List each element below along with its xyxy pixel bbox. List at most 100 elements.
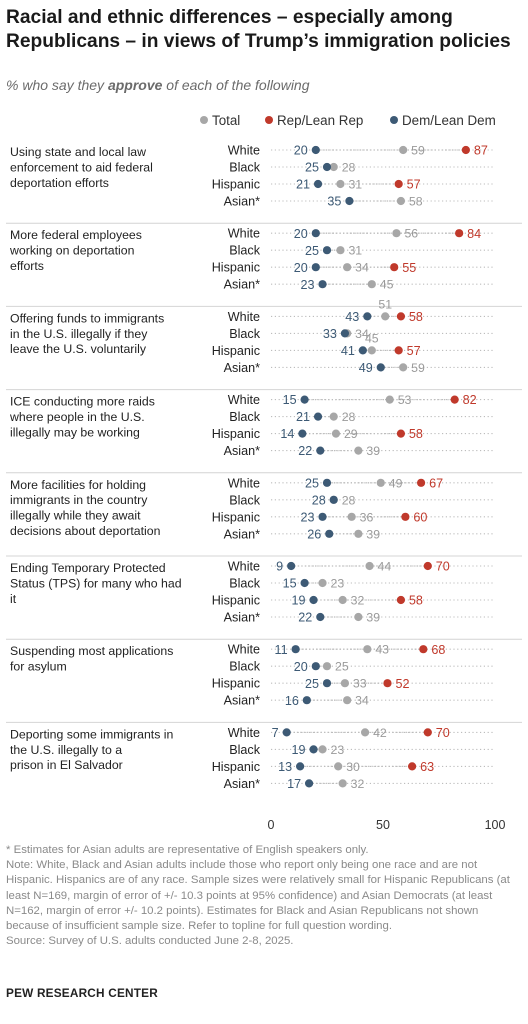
dem-point — [304, 779, 314, 788]
group-label: White — [228, 726, 260, 740]
total-point — [399, 363, 408, 372]
item-label-line: for asylum — [10, 660, 67, 674]
total-point — [338, 779, 347, 788]
legend: Total Rep/Lean Rep Dem/Lean Dem — [200, 113, 520, 131]
total-point — [363, 645, 372, 654]
rep-value-label: 82 — [463, 393, 477, 407]
item-label-line: immigrants in the country — [10, 493, 148, 507]
dem-value-label: 15 — [283, 393, 297, 407]
group-label: Black — [229, 410, 260, 424]
item-label-line: decisions about deportation — [10, 524, 161, 538]
total-value-label: 28 — [342, 493, 356, 507]
rep-point — [416, 478, 426, 487]
total-value-label: 44 — [378, 560, 392, 574]
subtitle-suffix: of each of the following — [162, 77, 310, 93]
item-label-line: Using state and local law — [10, 145, 146, 159]
dem-value-label: 26 — [307, 527, 321, 541]
total-point — [336, 246, 345, 255]
footnote-asian: * Estimates for Asian adults are represe… — [6, 844, 369, 856]
dem-point — [318, 512, 327, 521]
subtitle-prefix: % who say they — [6, 77, 108, 93]
total-value-label: 34 — [355, 694, 369, 708]
total-point — [399, 145, 408, 155]
legend-label-dem: Dem/Lean Dem — [402, 113, 496, 128]
dem-value-label: 25 — [305, 161, 319, 175]
dem-value-label: 20 — [294, 144, 308, 158]
legend-dot-rep — [265, 116, 273, 124]
total-value-label: 33 — [353, 677, 367, 691]
group-label: Black — [229, 244, 260, 258]
rep-point — [423, 561, 432, 571]
total-value-label: 28 — [342, 410, 356, 424]
dem-point — [376, 363, 385, 372]
total-value-label: 45 — [380, 278, 394, 292]
dem-value-label: 25 — [305, 476, 319, 490]
group-label: White — [228, 643, 260, 657]
footnote-source: Source: Survey of U.S. adults conducted … — [6, 935, 294, 948]
group-label: Hispanic — [212, 760, 260, 774]
x-tick-label: 0 — [268, 818, 275, 832]
rep-value-label: 55 — [402, 261, 416, 275]
group-label: White — [228, 560, 260, 574]
legend-dot-dem — [390, 116, 398, 124]
chart-subtitle: % who say they approve of each of the fo… — [6, 77, 310, 93]
total-point — [385, 395, 394, 404]
item-label-line: ICE conducting more raids — [10, 395, 155, 409]
total-value-label: 51 — [378, 297, 392, 311]
group-label: Asian* — [224, 444, 261, 458]
rep-point — [394, 179, 403, 189]
total-point — [360, 728, 370, 737]
rep-value-label: 57 — [407, 344, 421, 358]
legend-dot-total — [200, 116, 208, 124]
rep-value-label: 58 — [409, 310, 423, 324]
total-point — [396, 196, 406, 206]
rep-value-label: 58 — [409, 427, 423, 441]
dem-point — [345, 196, 354, 206]
dem-value-label: 49 — [359, 361, 373, 375]
dem-point — [363, 312, 372, 321]
dem-value-label: 25 — [305, 677, 319, 691]
dem-value-label: 17 — [287, 777, 301, 791]
rep-value-label: 70 — [436, 726, 450, 740]
group-label: Asian* — [224, 278, 261, 292]
item-label-line: More federal employees — [10, 228, 142, 242]
total-value-label: 23 — [331, 577, 345, 591]
total-point — [367, 346, 376, 355]
dem-point — [322, 679, 332, 688]
rep-value-label: 58 — [409, 594, 423, 608]
dem-value-label: 35 — [327, 195, 341, 209]
group-label: Hispanic — [212, 427, 260, 441]
total-value-label: 49 — [389, 476, 403, 490]
dem-point — [316, 612, 325, 622]
total-point — [367, 280, 376, 289]
total-value-label: 34 — [355, 327, 369, 341]
total-point — [329, 412, 338, 421]
item-label-line: prison in El Salvador — [10, 758, 123, 772]
dem-point — [358, 346, 367, 355]
chart-title: Racial and ethnic differences – especial… — [6, 7, 511, 52]
item-label-line: it — [10, 592, 17, 606]
dem-point — [296, 762, 305, 771]
group-label: Black — [229, 493, 260, 507]
total-point — [336, 179, 345, 189]
total-point — [354, 612, 363, 622]
group-label: Asian* — [224, 611, 261, 625]
dem-value-label: 19 — [292, 743, 306, 757]
rep-value-label: 52 — [395, 677, 409, 691]
dem-point — [318, 280, 327, 289]
item-label-line: where people in the U.S. — [9, 410, 145, 424]
dem-point — [287, 561, 296, 571]
dem-value-label: 22 — [298, 611, 312, 625]
total-value-label: 58 — [409, 195, 423, 209]
item-label-line: working on deportation — [9, 244, 135, 258]
subtitle-emphasis: approve — [107, 77, 163, 93]
rep-point — [383, 679, 392, 688]
rep-value-label: 87 — [474, 144, 488, 158]
dem-point — [311, 662, 320, 671]
total-value-label: 32 — [351, 777, 365, 791]
total-value-label: 43 — [375, 643, 389, 657]
total-point — [318, 745, 327, 754]
total-value-label: 32 — [351, 594, 365, 608]
group-label: Asian* — [224, 361, 261, 375]
item-label-line: the U.S. illegally to a — [10, 743, 122, 757]
